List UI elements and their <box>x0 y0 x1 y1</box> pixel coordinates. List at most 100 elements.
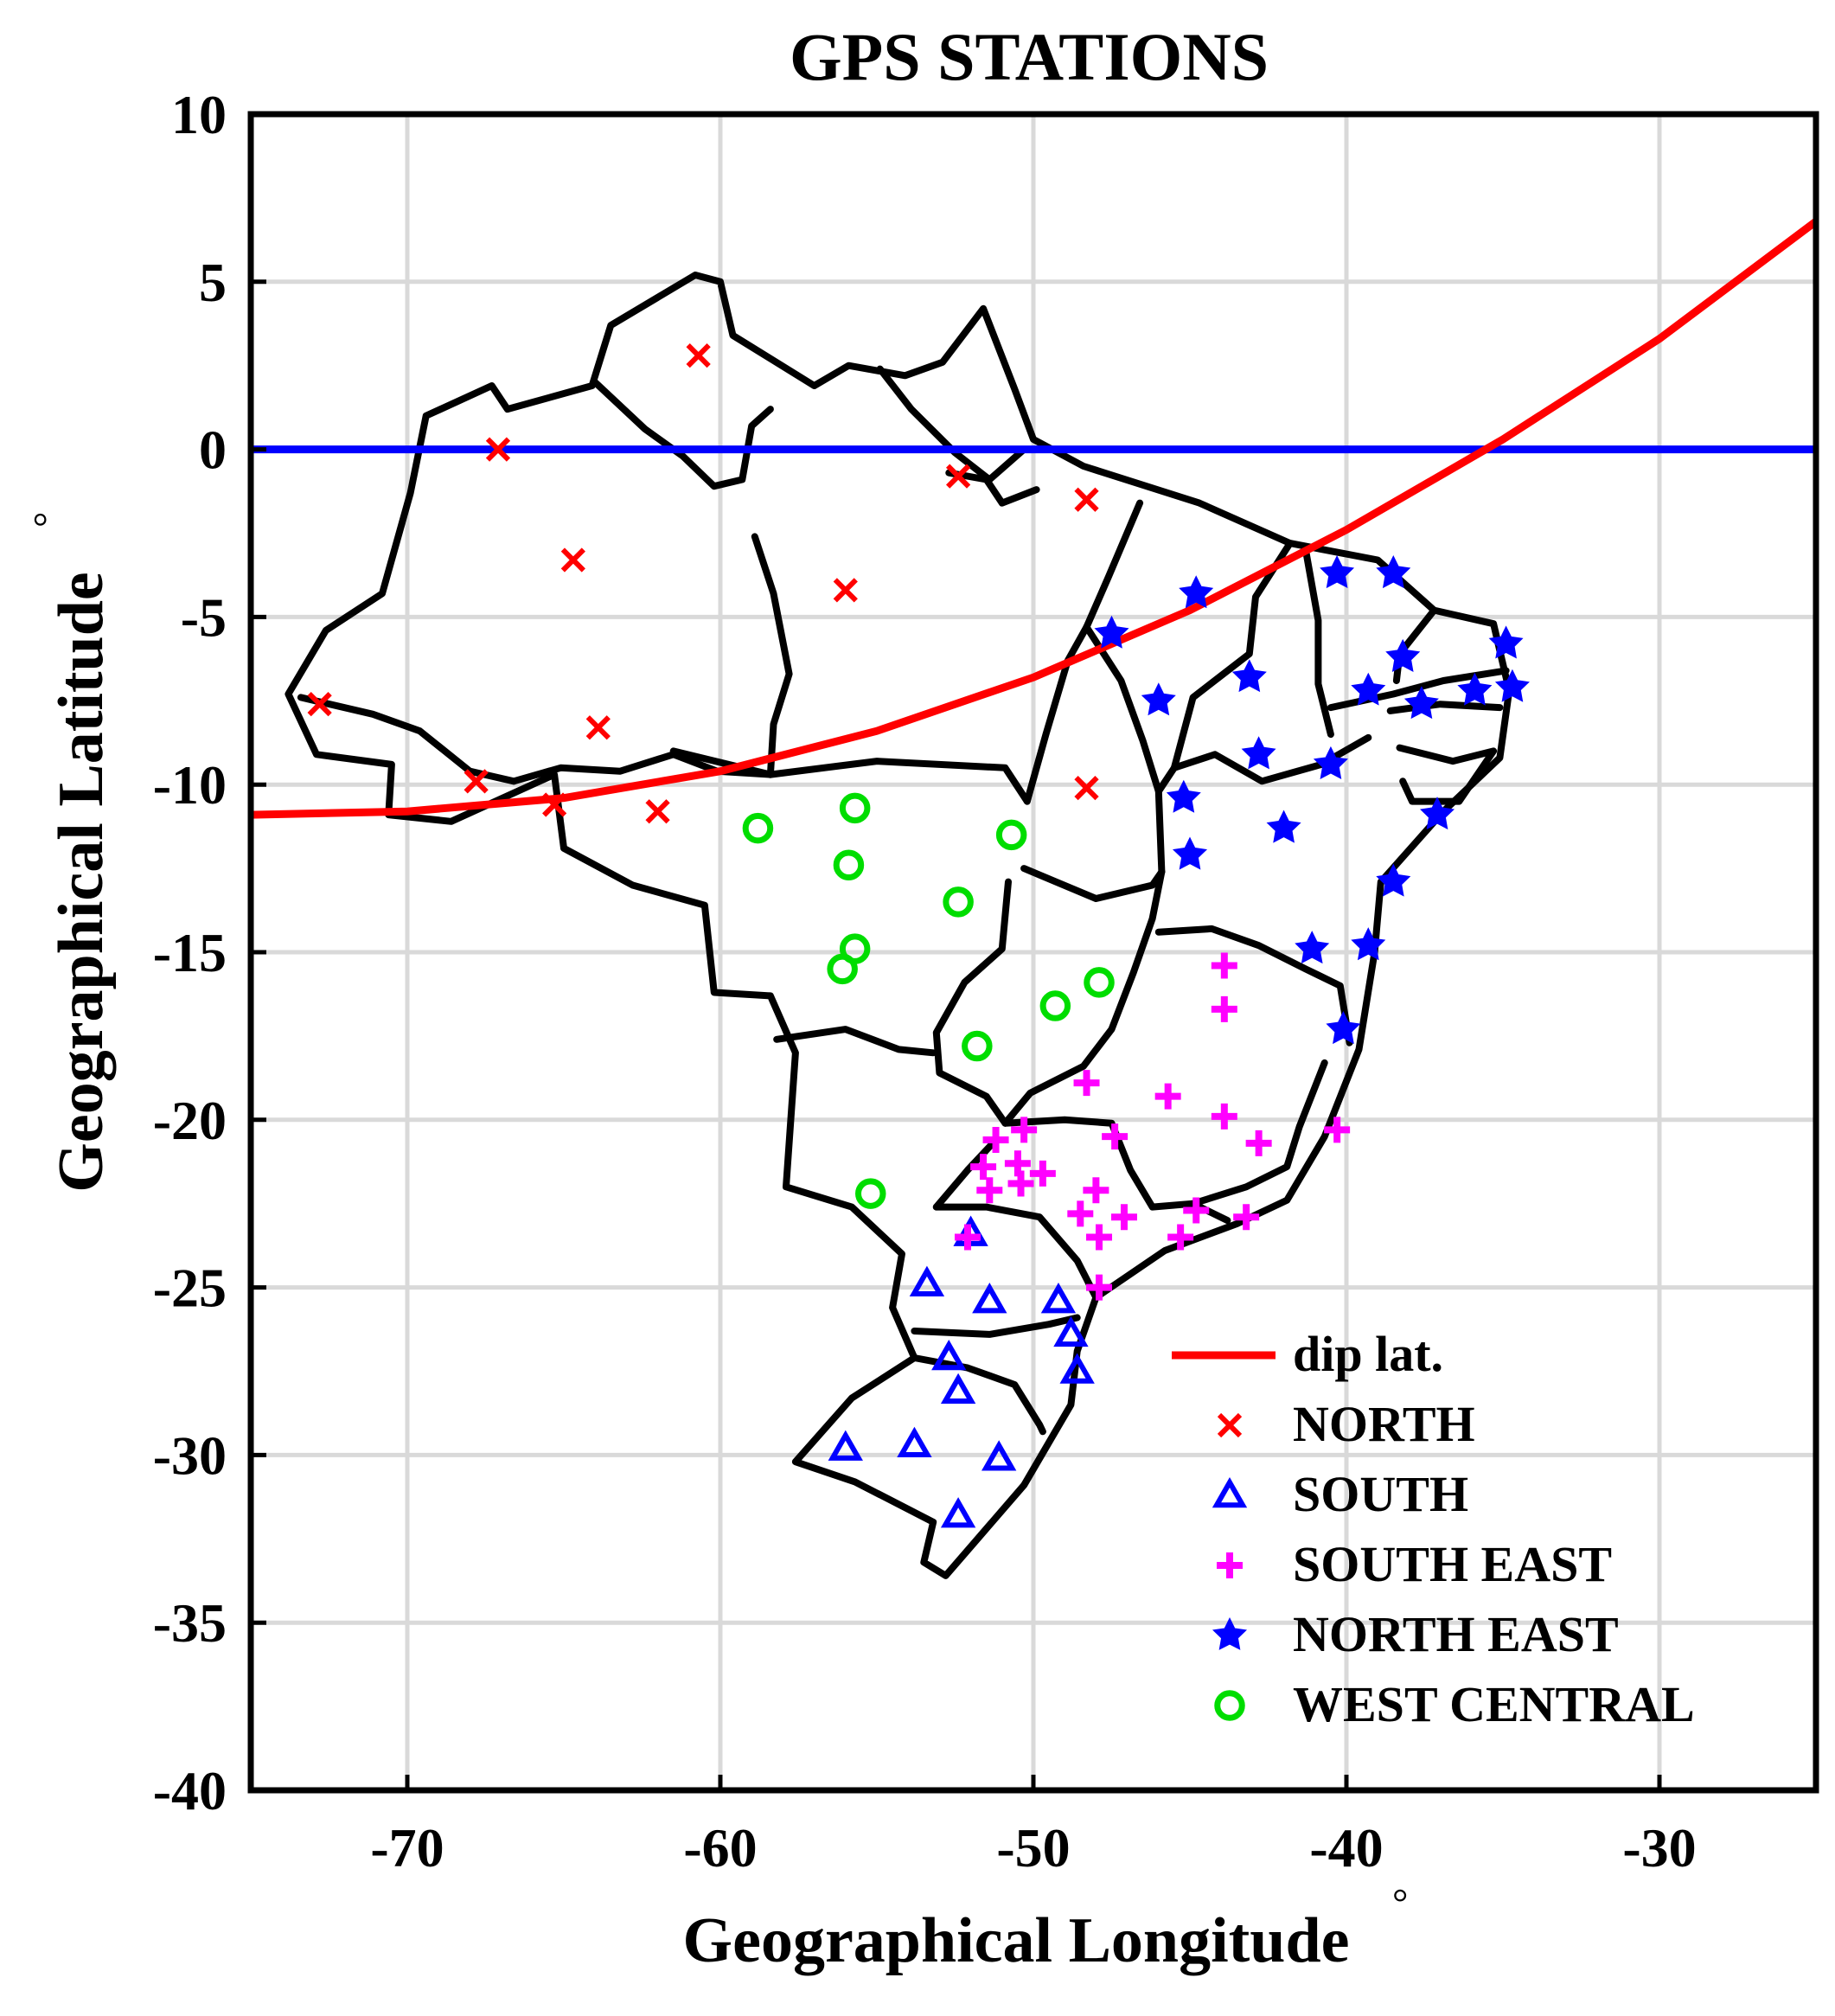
x-axis-label: Geographical Longitude <box>683 1905 1350 1976</box>
map-border-goias-west-border <box>932 878 1012 1127</box>
station-marker <box>897 1426 932 1458</box>
station-marker <box>1086 1274 1113 1301</box>
y-tick-label: 0 <box>199 419 227 481</box>
legend: dip lat. NORTH SOUTH SOUTH EAST NORTH EAST WE… <box>1172 1326 1695 1732</box>
legend-label: WEST CENTRAL <box>1293 1676 1695 1732</box>
map-border-alagoas-sergipe-border <box>1396 744 1498 805</box>
station-marker <box>1295 931 1330 964</box>
station-marker <box>1154 1083 1181 1110</box>
x-stroke <box>645 799 670 824</box>
station-marker <box>1245 1130 1272 1156</box>
station-marker <box>995 819 1027 851</box>
map-border-sp-pr-border <box>932 1203 1100 1302</box>
station-marker <box>1011 1117 1038 1143</box>
series-south <box>828 1215 1095 1528</box>
x-tick-label: -50 <box>996 1817 1070 1878</box>
y-tick-label: -40 <box>153 1760 227 1821</box>
map-border-tocantins-south-border <box>1020 865 1166 902</box>
x-stroke <box>485 437 511 462</box>
station-marker <box>1029 1160 1056 1187</box>
station-marker <box>307 692 332 717</box>
x-stroke <box>307 692 332 717</box>
station-marker <box>839 792 871 824</box>
station-marker <box>1488 625 1524 659</box>
station-marker <box>909 1265 945 1296</box>
map-border-mg-rj-es-border <box>1189 1059 1328 1207</box>
station-marker <box>1059 1353 1095 1384</box>
station-marker <box>1231 659 1267 693</box>
x-axis-unit: ° <box>1392 1880 1408 1924</box>
station-marker <box>827 953 858 985</box>
y-tick-label: -5 <box>181 586 227 648</box>
legend-label: SOUTH EAST <box>1293 1536 1612 1592</box>
map-border-sc-rs-border <box>911 1354 1046 1436</box>
station-marker <box>1313 746 1348 779</box>
series-south-east <box>954 952 1351 1301</box>
station-marker <box>931 1339 967 1371</box>
y-tick-label: -10 <box>153 754 227 816</box>
series-west-central <box>742 792 1115 1209</box>
legend-swatch <box>1212 1616 1248 1650</box>
station-marker <box>1183 1197 1210 1224</box>
station-marker <box>1167 1224 1194 1251</box>
x-stroke <box>464 769 489 794</box>
station-marker <box>742 812 774 844</box>
y-tick-label: 5 <box>199 252 227 313</box>
map-border-paraiba-border <box>1386 701 1504 714</box>
x-stroke <box>560 547 585 573</box>
station-marker <box>1053 1315 1089 1347</box>
station-marker <box>1320 554 1355 589</box>
station-marker <box>1110 1204 1137 1231</box>
map-border-para-amapa-border <box>876 365 1028 483</box>
x-stroke <box>1074 487 1099 512</box>
station-marker <box>1040 1283 1077 1314</box>
dip-latitude-line <box>250 218 1819 819</box>
station-marker <box>485 437 511 462</box>
map-border-tocantins-east-border <box>1083 624 1166 875</box>
legend-item-north-east: NORTH EAST <box>1212 1606 1619 1662</box>
station-marker <box>1351 927 1386 961</box>
station-marker <box>945 464 971 489</box>
station-marker <box>686 342 711 368</box>
legend-item-south-east: SOUTH EAST <box>1217 1536 1612 1592</box>
station-marker <box>585 715 611 740</box>
station-marker <box>1457 672 1493 706</box>
station-marker <box>1172 836 1208 870</box>
legend-item-south: SOUTH <box>1212 1466 1468 1522</box>
station-marker <box>1094 615 1129 649</box>
station-marker <box>1141 682 1176 716</box>
station-marker <box>464 769 489 794</box>
legend-item-north: NORTH <box>1217 1396 1475 1452</box>
legend-label: NORTH <box>1293 1396 1475 1452</box>
station-marker <box>833 849 865 880</box>
station-marker <box>833 578 858 603</box>
station-marker <box>1211 995 1237 1022</box>
x-stroke <box>945 464 971 489</box>
station-marker <box>1266 810 1301 843</box>
station-marker <box>1166 779 1201 813</box>
reference-lines <box>250 218 1819 819</box>
station-marker <box>1211 952 1237 979</box>
station-marker <box>1385 638 1421 672</box>
station-marker <box>560 547 585 573</box>
legend-swatch <box>1212 1476 1248 1508</box>
axis-ticks: -70 -60 -50 -40 -30 10 5 0 -5 -10 -15 -20 -25 -30 -35 -… <box>153 84 1697 1878</box>
station-marker <box>855 1178 886 1209</box>
legend-swatch <box>1214 1690 1245 1721</box>
station-marker <box>1403 686 1439 720</box>
station-marker <box>1241 736 1276 770</box>
station-marker <box>828 1430 863 1461</box>
x-tick-label: -60 <box>683 1817 757 1878</box>
map-border-piaui-ceara-border <box>1301 546 1334 739</box>
map-border-maranhao-piaui-border <box>1154 540 1294 795</box>
y-tick-label: -30 <box>153 1424 227 1486</box>
station-marker <box>1102 1123 1128 1150</box>
x-stroke <box>686 342 711 368</box>
station-marker <box>982 1127 1009 1154</box>
x-stroke <box>1074 775 1099 801</box>
legend-label: dip lat. <box>1293 1326 1443 1382</box>
station-marker <box>1084 967 1115 998</box>
station-marker <box>1376 554 1411 589</box>
station-marker <box>962 1030 993 1062</box>
